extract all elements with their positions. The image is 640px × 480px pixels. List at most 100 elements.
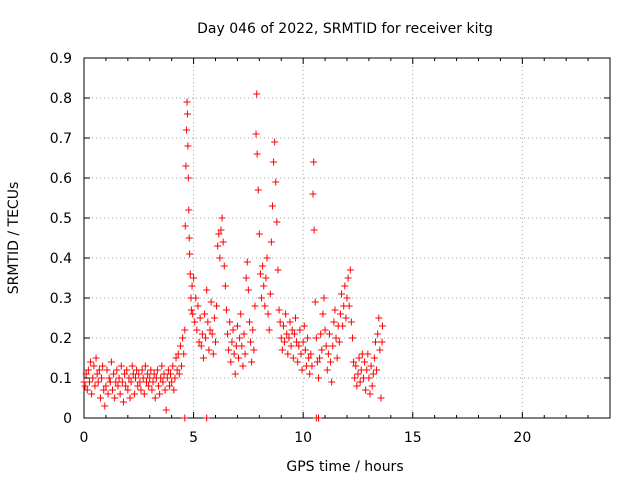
data-point (145, 382, 153, 390)
data-point (183, 98, 191, 106)
data-point (313, 358, 321, 366)
data-point (212, 338, 219, 346)
data-point (244, 286, 252, 294)
data-point (331, 306, 339, 314)
data-point (132, 374, 140, 382)
y-tick-label: 0.9 (50, 51, 72, 67)
data-point (259, 262, 267, 270)
data-point (167, 370, 175, 378)
data-point (193, 326, 201, 334)
data-point (112, 378, 120, 386)
data-point (316, 354, 324, 362)
data-points (80, 90, 387, 422)
data-point (376, 346, 384, 354)
data-point (304, 334, 312, 342)
data-point (122, 382, 130, 390)
data-point (181, 414, 189, 422)
data-point (176, 342, 184, 350)
data-point (188, 282, 196, 290)
data-point (363, 366, 371, 374)
data-point (344, 274, 352, 282)
data-point (172, 354, 180, 362)
data-point (319, 310, 327, 318)
data-point (150, 370, 158, 378)
data-point (104, 390, 112, 398)
data-point (147, 366, 155, 374)
data-point (271, 138, 279, 146)
data-point (138, 366, 146, 374)
data-point (162, 406, 170, 414)
data-point (157, 374, 165, 382)
data-point (323, 366, 331, 374)
data-point (343, 294, 351, 302)
data-point (253, 90, 261, 98)
data-point (110, 370, 118, 378)
data-point (235, 354, 243, 362)
data-point (310, 226, 318, 234)
data-point (84, 366, 92, 374)
data-point (207, 298, 215, 306)
data-point (229, 326, 237, 334)
data-point (242, 274, 250, 282)
data-point (225, 346, 233, 354)
data-point (240, 330, 248, 338)
data-point (377, 394, 385, 402)
data-point (298, 366, 306, 374)
data-point (368, 382, 376, 390)
data-point (175, 370, 183, 378)
data-point (353, 382, 361, 390)
data-point (329, 342, 337, 350)
data-point (99, 362, 107, 370)
data-point (209, 350, 217, 358)
data-point (165, 382, 173, 390)
data-point (273, 218, 281, 226)
data-point (327, 358, 335, 366)
data-point (206, 326, 214, 334)
data-point (121, 370, 129, 378)
data-point (243, 258, 251, 266)
data-point (183, 126, 191, 134)
data-point (260, 282, 268, 290)
data-point (117, 362, 125, 370)
data-point (311, 298, 319, 306)
data-point (296, 326, 304, 334)
data-point (345, 302, 353, 310)
data-point (254, 186, 262, 194)
data-point (164, 366, 172, 374)
data-point (194, 302, 202, 310)
data-point (354, 370, 362, 378)
data-point (263, 254, 271, 262)
data-point (127, 378, 135, 386)
data-point (252, 130, 260, 138)
data-point (370, 354, 378, 362)
data-point (310, 158, 318, 166)
data-point (128, 362, 136, 370)
data-point (275, 306, 283, 314)
data-point (282, 310, 290, 318)
data-point (88, 390, 96, 398)
data-point (250, 346, 258, 354)
data-point (140, 390, 148, 398)
data-point (227, 358, 235, 366)
data-point (341, 282, 349, 290)
data-point (173, 366, 181, 374)
data-point (367, 362, 375, 370)
data-point (170, 386, 178, 394)
data-point (285, 334, 293, 342)
x-tick-label: 20 (513, 430, 531, 446)
data-point (190, 274, 198, 282)
data-point (245, 318, 253, 326)
data-point (205, 346, 213, 354)
data-point (92, 354, 100, 362)
data-point (308, 362, 316, 370)
data-point (355, 354, 363, 362)
data-point (125, 374, 133, 382)
data-point (203, 414, 211, 422)
data-point (210, 314, 218, 322)
data-point (330, 318, 338, 326)
data-point (179, 334, 187, 342)
data-point (83, 386, 91, 394)
data-point (189, 310, 197, 318)
data-point (333, 354, 341, 362)
